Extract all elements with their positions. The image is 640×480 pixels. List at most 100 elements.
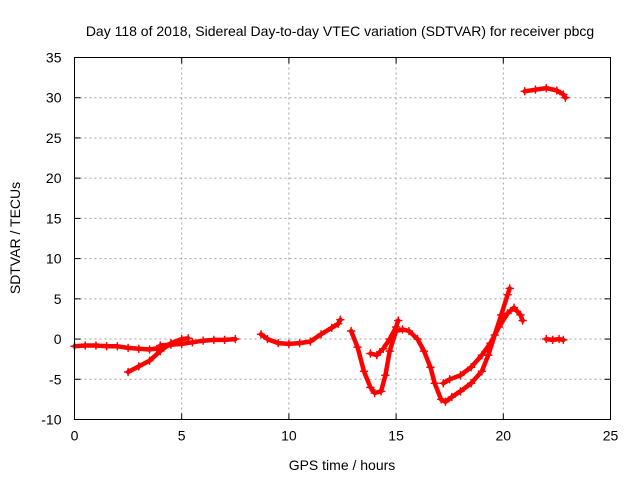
data-point bbox=[378, 344, 388, 353]
data-point bbox=[256, 329, 266, 339]
data-point bbox=[306, 337, 315, 346]
data-point bbox=[91, 341, 101, 350]
data-point bbox=[494, 322, 504, 332]
data-point bbox=[316, 329, 326, 339]
data-point bbox=[113, 342, 122, 351]
data-point bbox=[398, 325, 407, 334]
data-point bbox=[466, 379, 476, 388]
data-point bbox=[391, 322, 401, 332]
x-axis-label: GPS time / hours bbox=[289, 457, 396, 473]
data-point bbox=[177, 339, 186, 349]
series-segment-6 bbox=[366, 316, 403, 360]
series-trace bbox=[522, 85, 568, 100]
data-point bbox=[419, 346, 429, 356]
data-point bbox=[80, 341, 90, 350]
data-point bbox=[346, 326, 356, 336]
data-point bbox=[336, 315, 345, 324]
x-tick-label: 20 bbox=[496, 428, 512, 444]
series-segment-3 bbox=[156, 334, 240, 350]
data-point bbox=[393, 316, 403, 325]
y-tick-label: 20 bbox=[46, 170, 62, 186]
y-tick-label: 15 bbox=[46, 210, 62, 226]
data-point bbox=[516, 310, 525, 320]
y-tick-label: 25 bbox=[46, 130, 62, 146]
data-point bbox=[263, 334, 272, 344]
y-tick-label: 0 bbox=[54, 331, 62, 347]
chart-title: Day 118 of 2018, Sidereal Day-to-day VTE… bbox=[86, 23, 594, 39]
data-point bbox=[559, 335, 568, 345]
data-point bbox=[520, 87, 529, 96]
data-point bbox=[381, 371, 390, 380]
data-point bbox=[445, 375, 454, 384]
data-point bbox=[102, 342, 111, 351]
data-point bbox=[436, 395, 446, 404]
data-point bbox=[466, 362, 476, 372]
data-point bbox=[385, 346, 394, 356]
data-point bbox=[426, 362, 435, 372]
data-point bbox=[496, 310, 506, 320]
series-trace bbox=[258, 317, 343, 347]
data-point bbox=[518, 316, 527, 325]
data-point bbox=[273, 338, 283, 348]
data-point bbox=[505, 284, 514, 293]
data-point bbox=[376, 387, 386, 396]
data-point bbox=[509, 303, 519, 312]
y-tick-label: 35 bbox=[46, 50, 62, 66]
x-tick-label: 15 bbox=[388, 428, 404, 444]
axis-ticks bbox=[74, 57, 611, 420]
data-point bbox=[295, 338, 304, 348]
data-point bbox=[183, 334, 193, 343]
data-point bbox=[372, 350, 382, 360]
data-point bbox=[220, 335, 229, 345]
data-point bbox=[209, 335, 219, 345]
x-tick-labels: 0 5 10 15 20 25 bbox=[71, 428, 619, 444]
data-point bbox=[370, 388, 379, 398]
data-point bbox=[366, 349, 375, 358]
data-point bbox=[477, 350, 487, 360]
data-point bbox=[486, 338, 495, 348]
data-point bbox=[548, 335, 557, 345]
x-tick-label: 10 bbox=[281, 428, 297, 444]
data-point bbox=[366, 383, 375, 392]
y-tick-label: -10 bbox=[41, 412, 61, 428]
y-tick-label: 5 bbox=[54, 291, 62, 307]
plot-frame bbox=[74, 57, 611, 420]
data-point bbox=[123, 367, 133, 377]
data-point bbox=[327, 323, 337, 333]
data-point bbox=[123, 343, 133, 353]
data-point bbox=[503, 290, 512, 300]
data-point bbox=[145, 345, 154, 354]
data-point bbox=[552, 86, 562, 95]
y-tick-label: 30 bbox=[46, 90, 62, 106]
data-point bbox=[359, 366, 369, 376]
data-point bbox=[353, 342, 362, 352]
data-point bbox=[477, 366, 487, 376]
data-point bbox=[503, 309, 512, 318]
series-segment-8 bbox=[520, 83, 570, 102]
series-segment-9 bbox=[541, 334, 568, 345]
data-point bbox=[447, 392, 457, 402]
data-point bbox=[145, 356, 154, 366]
y-tick-label: -5 bbox=[49, 371, 62, 387]
data-series bbox=[70, 83, 570, 407]
data-point bbox=[541, 83, 551, 93]
data-point bbox=[198, 336, 208, 345]
data-point bbox=[561, 93, 570, 102]
data-point bbox=[404, 326, 414, 336]
data-point bbox=[156, 341, 165, 350]
data-point bbox=[385, 334, 394, 344]
data-point bbox=[134, 362, 144, 371]
data-point bbox=[441, 397, 450, 407]
data-point bbox=[541, 334, 551, 344]
data-point bbox=[430, 379, 439, 388]
y-tick-label: 10 bbox=[46, 251, 62, 267]
x-tick-label: 25 bbox=[603, 428, 619, 444]
data-point bbox=[188, 338, 197, 347]
data-point bbox=[456, 371, 465, 380]
series-segment-7 bbox=[439, 303, 527, 388]
data-point bbox=[413, 334, 422, 344]
series-segment-4 bbox=[256, 315, 345, 349]
y-tick-labels: -10 -5 0 5 10 15 20 25 30 35 bbox=[41, 50, 61, 428]
series-trace bbox=[348, 286, 512, 405]
data-point bbox=[531, 85, 540, 94]
